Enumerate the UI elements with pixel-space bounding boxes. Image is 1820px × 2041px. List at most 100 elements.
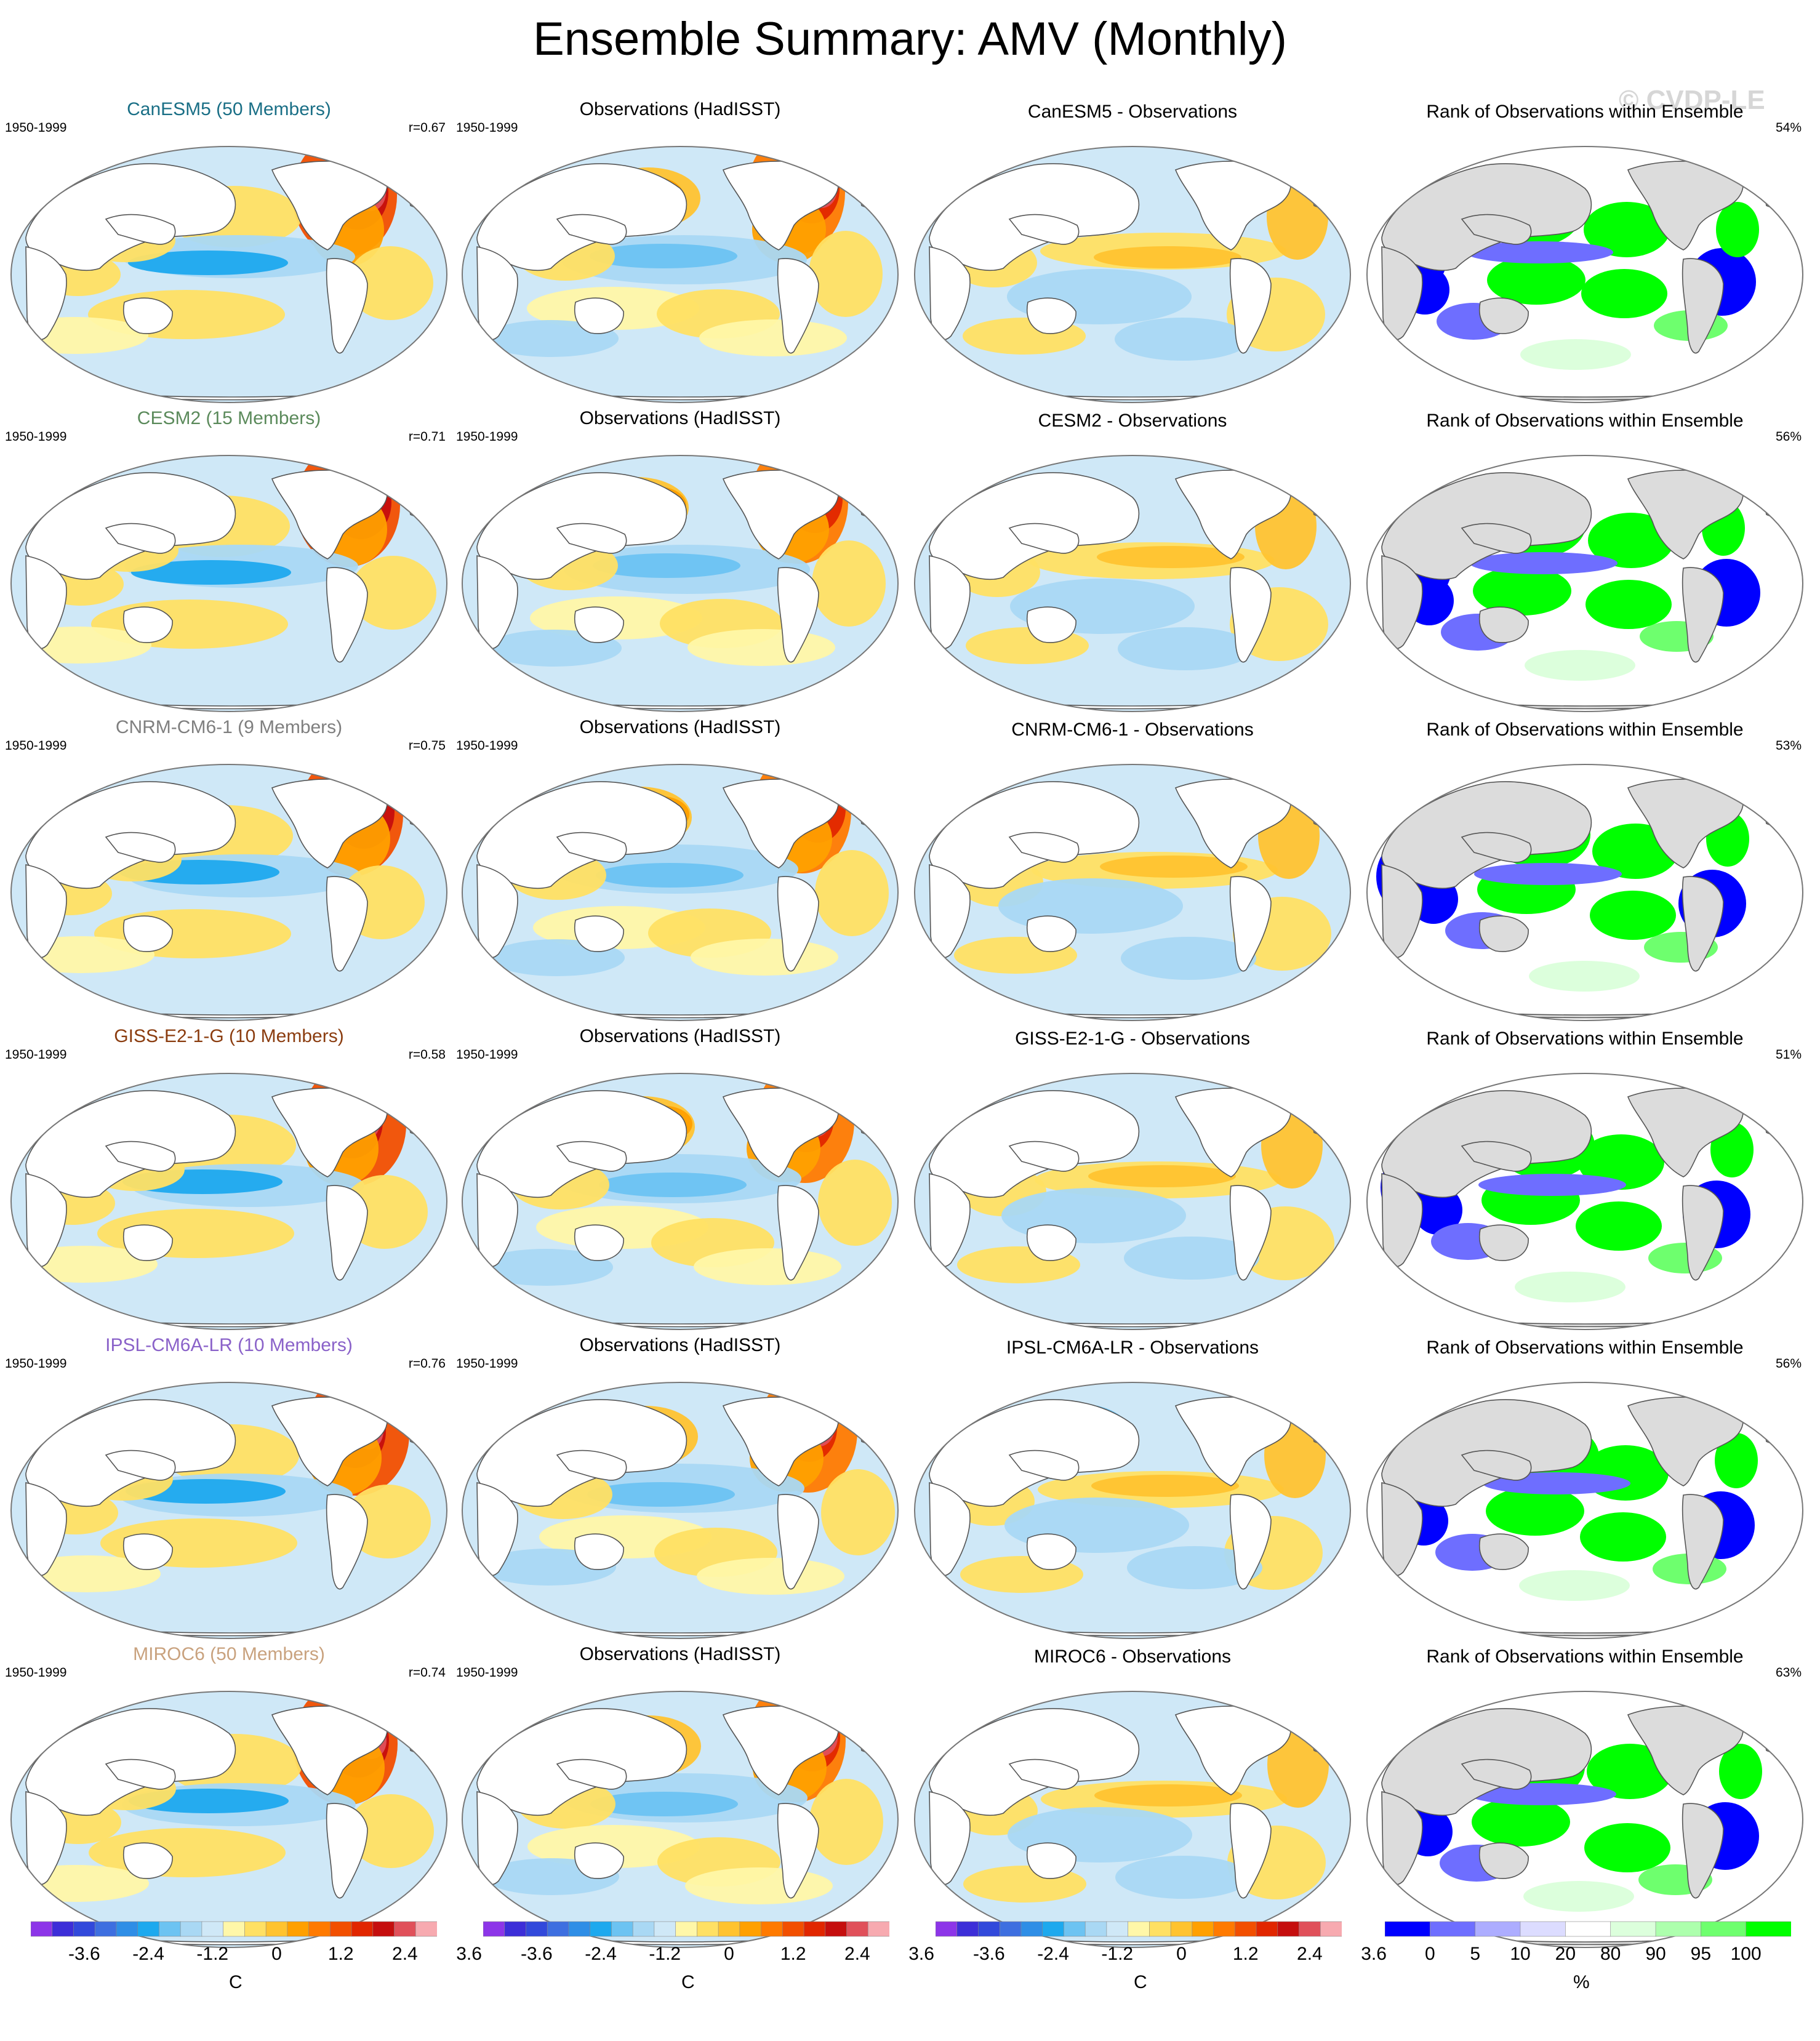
diff-panel: GISS-E2-1-G - Observations [911, 1024, 1354, 1332]
rank-panel: Rank of Observations within Ensemble 63% [1363, 1642, 1806, 1950]
model-map-fill [11, 1691, 447, 1947]
colorbar-box [1106, 1921, 1129, 1937]
colorbar-tick-label: 20 [1555, 1944, 1576, 1964]
colorbar-tick-label: 95 [1690, 1944, 1712, 1964]
year-range-label: 1950-1999 [5, 121, 67, 135]
rank-map [1366, 764, 1803, 1021]
colorbar-sst-2-ticks: -3.6 -2.4 -1.2 0 1.2 2.4 3.6 [483, 1920, 934, 1994]
model-panel-title: MIROC6 (50 Members) [133, 1644, 325, 1664]
pattern-correlation-label: r=0.67 [408, 121, 446, 135]
rank-panel: Rank of Observations within Ensemble 56% [1363, 406, 1806, 714]
colorbar-tick-label: 90 [1645, 1944, 1666, 1964]
colorbar-tick-label: -1.2 [649, 1944, 681, 1964]
colorbar-box [330, 1921, 352, 1937]
colorbar-tick-label: 3.6 [1361, 1944, 1387, 1964]
model-map [10, 1382, 447, 1639]
year-range-label: 1950-1999 [5, 1048, 67, 1062]
colorbar-box [180, 1921, 202, 1937]
model-map-fill [11, 1382, 447, 1638]
colorbar-box [590, 1921, 612, 1937]
rank-percent-label: 56% [1775, 1357, 1802, 1371]
colorbar-tick-label: 3.6 [456, 1944, 482, 1964]
colorbar-box [1020, 1921, 1043, 1937]
colorbar-box [632, 1921, 655, 1937]
colorbar-tick-label: 0 [1424, 1944, 1435, 1964]
model-map-fill [11, 1073, 447, 1329]
diff-panel-title: CNRM-CM6-1 - Observations [1011, 720, 1254, 740]
obs-panel-title: Observations (HadISST) [579, 408, 781, 428]
colorbar-box [1384, 1921, 1431, 1937]
pattern-correlation-label: r=0.58 [408, 1048, 446, 1062]
colorbar-box [782, 1921, 804, 1937]
rank-map [1366, 1382, 1803, 1639]
colorbar-sst-3: -3.6 -2.4 -1.2 0 1.2 2.4 3.6 C [935, 1920, 1387, 1992]
colorbar-box [1170, 1921, 1193, 1937]
colorbar-box [1277, 1921, 1300, 1937]
diff-panel: CESM2 - Observations [911, 406, 1354, 714]
year-range-label: 1950-1999 [5, 1357, 67, 1371]
diff-panel-title: CESM2 - Observations [1038, 411, 1227, 431]
rank-map-fill [1367, 146, 1803, 403]
colorbar-tick-label: -1.2 [196, 1944, 229, 1964]
diff-panel: CanESM5 - Observations [911, 97, 1354, 405]
colorbar-box [1746, 1921, 1792, 1937]
obs-map-fill [462, 146, 898, 403]
colorbar-tick-label: 1.2 [327, 1944, 354, 1964]
obs-panel-title: Observations (HadISST) [579, 1644, 781, 1664]
obs-map [462, 764, 899, 1021]
colorbar-tick-label: 2.4 [1297, 1944, 1323, 1964]
year-range-label: 1950-1999 [456, 739, 518, 753]
rank-panel-title: Rank of Observations within Ensemble [1426, 1337, 1744, 1358]
colorbar-box [1701, 1921, 1747, 1937]
colorbar-box [1655, 1921, 1702, 1937]
colorbar-box [244, 1921, 267, 1937]
obs-map-fill [462, 1382, 898, 1638]
colorbar-box [201, 1921, 224, 1937]
colorbar-box [956, 1921, 979, 1937]
obs-map [462, 1691, 899, 1948]
diff-panel-title: CanESM5 - Observations [1027, 102, 1238, 122]
obs-panel-title: Observations (HadISST) [579, 99, 781, 119]
obs-map [462, 455, 899, 712]
pattern-correlation-label: r=0.75 [408, 739, 446, 753]
colorbar-tick-label: 2.4 [844, 1944, 870, 1964]
rank-map [1366, 1073, 1803, 1330]
year-range-label: 1950-1999 [456, 1357, 518, 1371]
diff-map [914, 1382, 1351, 1639]
pattern-correlation-label: r=0.74 [408, 1666, 446, 1680]
colorbar-box [867, 1921, 890, 1937]
model-panel-title: IPSL-CM6A-LR (10 Members) [105, 1335, 353, 1355]
colorbar-rank-boxes [1384, 1921, 1792, 1937]
colorbar-sst-1-unit: C [229, 1972, 243, 1992]
colorbar-tick-label: 0 [1176, 1944, 1187, 1964]
colorbar-box [611, 1921, 633, 1937]
colorbar-box [1520, 1921, 1566, 1937]
model-panel: GISS-E2-1-G (10 Members) 1950-1999 r=0.58 [5, 1024, 451, 1332]
rank-panel-title: Rank of Observations within Ensemble [1426, 1646, 1744, 1667]
model-map-fill [11, 455, 447, 712]
colorbar-box [415, 1921, 438, 1937]
diff-panel: IPSL-CM6A-LR - Observations [911, 1333, 1354, 1641]
colorbar-tick-label: -2.4 [132, 1944, 164, 1964]
rank-percent-label: 63% [1775, 1666, 1802, 1680]
colorbar-sst-1-ticks: -3.6 -2.4 -1.2 0 1.2 2.4 3.6 [31, 1920, 482, 1994]
obs-map [462, 146, 899, 403]
rank-map-fill [1367, 455, 1803, 712]
model-panel-title: GISS-E2-1-G (10 Members) [114, 1026, 344, 1046]
model-panel: CNRM-CM6-1 (9 Members) 1950-1999 r=0.75 [5, 715, 451, 1023]
main-title: Ensemble Summary: AMV (Monthly) [533, 13, 1287, 65]
obs-map-fill [462, 455, 898, 712]
model-panel: CESM2 (15 Members) 1950-1999 r=0.71 [5, 406, 451, 714]
year-range-label: 1950-1999 [456, 1666, 518, 1680]
diff-panel: CNRM-CM6-1 - Observations [911, 715, 1354, 1023]
colorbar-box [116, 1921, 138, 1937]
rank-panel: Rank of Observations within Ensemble 53% [1363, 715, 1806, 1023]
colorbar-tick-label: 0 [271, 1944, 282, 1964]
colorbar-tick-label: 2.4 [392, 1944, 418, 1964]
colorbar-sst-3-boxes [935, 1921, 1342, 1937]
diff-map [914, 1691, 1351, 1948]
obs-panel: Observations (HadISST) 1950-1999 [456, 715, 902, 1023]
colorbar-tick-label: -2.4 [1037, 1944, 1069, 1964]
rank-panel: Rank of Observations within Ensemble 56% [1363, 1333, 1806, 1641]
obs-panel: Observations (HadISST) 1950-1999 [456, 97, 902, 405]
